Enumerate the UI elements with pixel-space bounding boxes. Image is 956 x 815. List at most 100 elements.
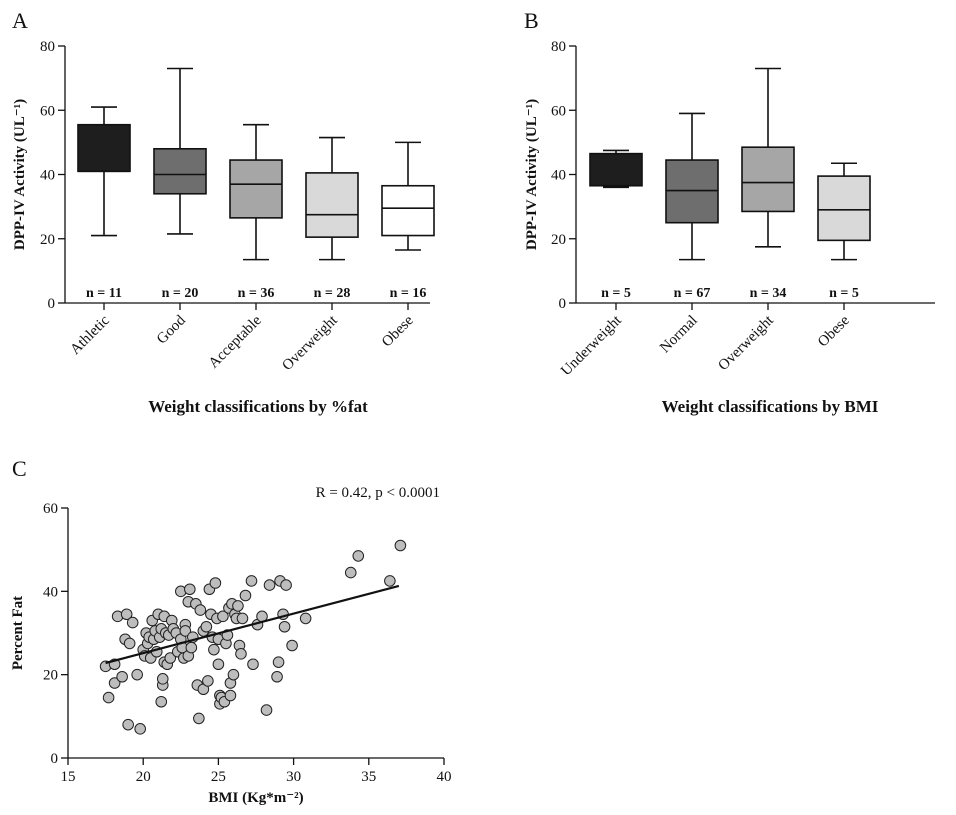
x-axis-label: Weight classifications by BMI bbox=[662, 397, 879, 416]
category-label: Obese bbox=[815, 312, 853, 350]
data-point bbox=[239, 589, 252, 602]
data-point bbox=[208, 643, 220, 656]
data-point bbox=[134, 723, 146, 735]
data-point bbox=[245, 575, 258, 587]
box-overweight bbox=[305, 136, 359, 261]
data-point bbox=[247, 658, 259, 671]
box-overweight bbox=[741, 67, 795, 248]
x-tick-label: 30 bbox=[286, 769, 301, 785]
category-label: Overweight bbox=[279, 312, 341, 374]
n-label: n = 16 bbox=[390, 286, 427, 301]
data-point bbox=[193, 712, 205, 725]
data-point bbox=[194, 604, 207, 616]
data-point bbox=[185, 641, 198, 654]
data-point bbox=[224, 689, 237, 702]
data-point bbox=[108, 677, 121, 689]
y-tick-label: 20 bbox=[43, 668, 58, 684]
box-iqr bbox=[77, 123, 131, 173]
data-point bbox=[235, 648, 247, 660]
x-tick-label: 40 bbox=[437, 769, 452, 785]
category-label: Athletic bbox=[67, 312, 113, 358]
data-point bbox=[271, 670, 283, 683]
y-tick-label: 60 bbox=[40, 103, 55, 119]
data-point bbox=[263, 579, 276, 591]
data-point bbox=[212, 658, 225, 671]
box-iqr bbox=[665, 159, 719, 224]
data-point bbox=[209, 577, 222, 589]
panel-c: C 0 20 40 60 15 20 25 30 35 40 R = 0.42, p < 0.0001… bbox=[10, 456, 452, 806]
data-point bbox=[232, 600, 244, 612]
y-tick-label: 40 bbox=[43, 584, 58, 600]
data-point bbox=[272, 656, 285, 668]
data-point bbox=[122, 718, 134, 731]
data-point bbox=[260, 704, 273, 716]
y-tick-label: 60 bbox=[551, 103, 566, 119]
box-iqr bbox=[741, 146, 795, 213]
data-point bbox=[123, 637, 136, 650]
data-point bbox=[384, 575, 396, 587]
x-tick-label: 35 bbox=[361, 769, 376, 785]
y-tick-label: 0 bbox=[51, 751, 59, 767]
data-point bbox=[217, 610, 229, 623]
y-tick-label: 80 bbox=[551, 39, 566, 55]
n-label: n = 36 bbox=[238, 286, 275, 301]
data-point bbox=[227, 668, 240, 681]
data-point bbox=[131, 668, 143, 681]
data-point bbox=[126, 616, 139, 629]
box-athletic bbox=[77, 106, 131, 237]
n-label: n = 67 bbox=[674, 286, 711, 301]
box-obese bbox=[817, 162, 871, 261]
data-point bbox=[286, 639, 298, 652]
box-iqr bbox=[229, 159, 283, 219]
n-label: n = 28 bbox=[314, 286, 351, 301]
data-point bbox=[202, 675, 214, 687]
y-tick-label: 0 bbox=[48, 296, 56, 312]
n-label: n = 5 bbox=[829, 286, 859, 301]
data-point bbox=[155, 695, 168, 708]
y-tick-label: 40 bbox=[551, 168, 566, 184]
box-iqr bbox=[589, 152, 643, 187]
box-good bbox=[153, 67, 207, 235]
y-axis-label: DPP-IV Activity (UL⁻¹) bbox=[524, 99, 540, 250]
box-underweight bbox=[589, 149, 643, 189]
data-point bbox=[299, 612, 312, 625]
box-acceptable bbox=[229, 123, 283, 261]
data-point bbox=[120, 608, 133, 621]
x-axis-label: Weight classifications by %fat bbox=[148, 397, 368, 416]
data-point bbox=[236, 612, 249, 625]
y-tick-label: 60 bbox=[43, 501, 58, 517]
y-axis-label: Percent Fat bbox=[10, 596, 26, 670]
data-point bbox=[116, 670, 128, 683]
n-label: n = 11 bbox=[86, 286, 122, 301]
y-tick-label: 40 bbox=[40, 168, 55, 184]
n-label: n = 20 bbox=[162, 286, 199, 301]
box-normal bbox=[665, 112, 719, 261]
category-label: Acceptable bbox=[206, 312, 265, 371]
y-tick-label: 20 bbox=[40, 232, 55, 248]
category-label: Overweight bbox=[715, 312, 777, 374]
n-label: n = 34 bbox=[750, 286, 787, 301]
regression-line bbox=[105, 584, 400, 665]
data-point bbox=[156, 673, 169, 685]
data-point bbox=[102, 691, 115, 704]
category-label: Normal bbox=[657, 313, 701, 357]
data-point bbox=[394, 539, 407, 552]
data-point bbox=[164, 652, 177, 664]
category-label: Good bbox=[154, 312, 189, 347]
data-point bbox=[278, 620, 291, 633]
x-tick-label: 15 bbox=[61, 769, 76, 785]
panel-a: A 0 20 40 60 80 DPP-IV Activity (UL⁻¹) n = 11 At… bbox=[12, 8, 435, 416]
box-iqr bbox=[153, 148, 207, 195]
x-tick-label: 25 bbox=[211, 769, 226, 785]
scatter-points bbox=[99, 539, 407, 735]
box-iqr bbox=[305, 172, 359, 238]
data-point bbox=[184, 583, 196, 596]
x-tick-label: 20 bbox=[136, 769, 151, 785]
y-tick-label: 80 bbox=[40, 39, 55, 55]
data-point bbox=[179, 625, 192, 637]
box-obese bbox=[381, 141, 435, 251]
panel-letter: A bbox=[12, 8, 28, 33]
data-point bbox=[352, 550, 365, 562]
data-point bbox=[344, 566, 357, 579]
